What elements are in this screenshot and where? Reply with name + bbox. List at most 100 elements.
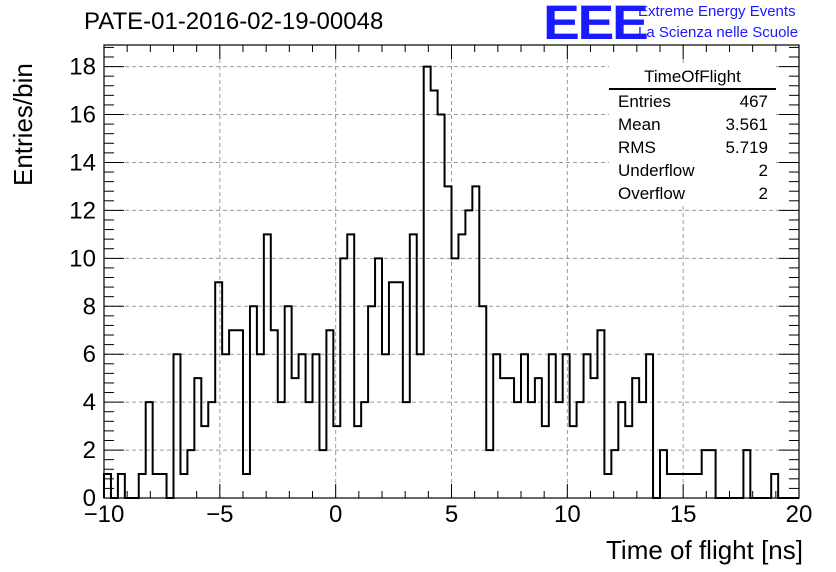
stats-row-mean: Mean 3.561 — [609, 113, 776, 136]
histogram-bin — [410, 234, 417, 498]
x-tick-label: 10 — [554, 501, 581, 528]
y-tick-label: 2 — [83, 437, 96, 464]
histogram-bin — [313, 354, 320, 498]
histogram-bin — [361, 402, 368, 498]
logo-line-2: La Scienza nelle Scuole — [638, 24, 799, 41]
histogram-bin — [222, 354, 229, 498]
histogram-bin — [639, 402, 646, 498]
histogram-bin — [403, 402, 410, 498]
histogram-bin — [424, 67, 431, 498]
histogram-bin — [187, 450, 194, 498]
x-tick-label: 5 — [445, 501, 458, 528]
histogram-bin — [368, 306, 375, 498]
histogram-bin — [264, 234, 271, 498]
histogram-bin — [139, 474, 146, 498]
histogram-bin — [625, 426, 632, 498]
y-tick-label: 0 — [83, 485, 96, 512]
histogram-bin — [472, 186, 479, 498]
histogram-bin — [417, 354, 424, 498]
x-tick-label: 0 — [329, 501, 342, 528]
stats-label: Mean — [618, 115, 661, 134]
histogram-bin — [146, 402, 153, 498]
y-axis-label: Entries/bin — [8, 63, 38, 186]
y-tick-label: 12 — [69, 197, 96, 224]
histogram-bin — [577, 402, 584, 498]
histogram-bin — [479, 306, 486, 498]
x-axis-label: Time of flight [ns] — [606, 535, 803, 565]
histogram-bin — [465, 210, 472, 498]
histogram-bin — [438, 115, 445, 498]
histogram-bin — [299, 354, 306, 498]
histogram-bin — [632, 378, 639, 498]
stats-row-rms: RMS 5.719 — [609, 136, 776, 159]
histogram-bin — [514, 402, 521, 498]
stats-value: 5.719 — [725, 138, 768, 157]
histogram-bin — [354, 426, 361, 498]
histogram-bin — [396, 282, 403, 498]
stats-value: 2 — [758, 161, 768, 180]
histogram-bin — [486, 450, 493, 498]
eee-logo: EEE — [543, 0, 649, 50]
stats-row-underflow: Underflow 2 — [609, 159, 776, 182]
histogram-bin — [278, 402, 285, 498]
histogram-bin — [153, 474, 160, 498]
y-tick-label: 16 — [69, 102, 96, 129]
histogram-bin — [201, 426, 208, 498]
histogram-bin — [250, 306, 257, 498]
stats-label: Underflow — [618, 161, 695, 180]
histogram-bin — [118, 474, 125, 498]
histogram-bin — [243, 474, 250, 498]
histogram-bin — [194, 378, 201, 498]
histogram-bin — [549, 354, 556, 498]
histogram-bin — [771, 474, 778, 498]
histogram-outline — [103, 65, 799, 499]
histogram-bin — [591, 378, 598, 498]
histogram-bin — [292, 378, 299, 498]
stats-title: TimeOfFlight — [609, 66, 776, 90]
x-tick-label: 20 — [786, 501, 813, 528]
stats-label: Overflow — [618, 184, 686, 203]
histogram-bin — [563, 354, 570, 498]
histogram-bin — [208, 402, 215, 498]
histogram-bin — [493, 354, 500, 498]
histogram-bin — [611, 450, 618, 498]
histogram-bin — [542, 426, 549, 498]
histogram-bin — [333, 426, 340, 498]
histogram-bin — [556, 402, 563, 498]
histogram-bin — [674, 474, 681, 498]
histogram-bin — [306, 402, 313, 498]
histogram-bin — [445, 186, 452, 498]
histogram-bin — [236, 330, 243, 498]
histogram-bin — [528, 402, 535, 498]
stats-value: 467 — [739, 92, 768, 111]
histogram-bin — [180, 474, 187, 498]
histogram-bin — [104, 474, 111, 498]
stats-row-entries: Entries 467 — [609, 90, 776, 113]
histogram-bin — [319, 450, 326, 498]
stats-label: Entries — [618, 92, 671, 111]
histogram-bin — [375, 258, 382, 498]
histogram-bin — [340, 258, 347, 498]
histogram-bin — [500, 378, 507, 498]
histogram-bin — [458, 234, 465, 498]
histogram-bin — [271, 330, 278, 498]
histogram-bin — [431, 91, 438, 498]
histogram-bin — [597, 330, 604, 498]
histogram-bin — [570, 426, 577, 498]
chart-title: PATE-01-2016-02-19-00048 — [84, 8, 384, 35]
histogram-bin — [660, 450, 667, 498]
histogram-bin — [160, 474, 167, 498]
stats-value: 3.561 — [725, 115, 768, 134]
histogram-bin — [382, 354, 389, 498]
histogram-bin — [743, 450, 750, 498]
histogram-bin — [285, 306, 292, 498]
y-tick-label: 18 — [69, 54, 96, 81]
y-tick-label: 8 — [83, 293, 96, 320]
histogram-bin — [702, 450, 709, 498]
x-tick-label: −10 — [84, 501, 125, 528]
histogram-bin — [507, 378, 514, 498]
histogram-bin — [174, 354, 181, 498]
y-tick-label: 4 — [83, 389, 96, 416]
histogram-bin — [326, 330, 333, 498]
